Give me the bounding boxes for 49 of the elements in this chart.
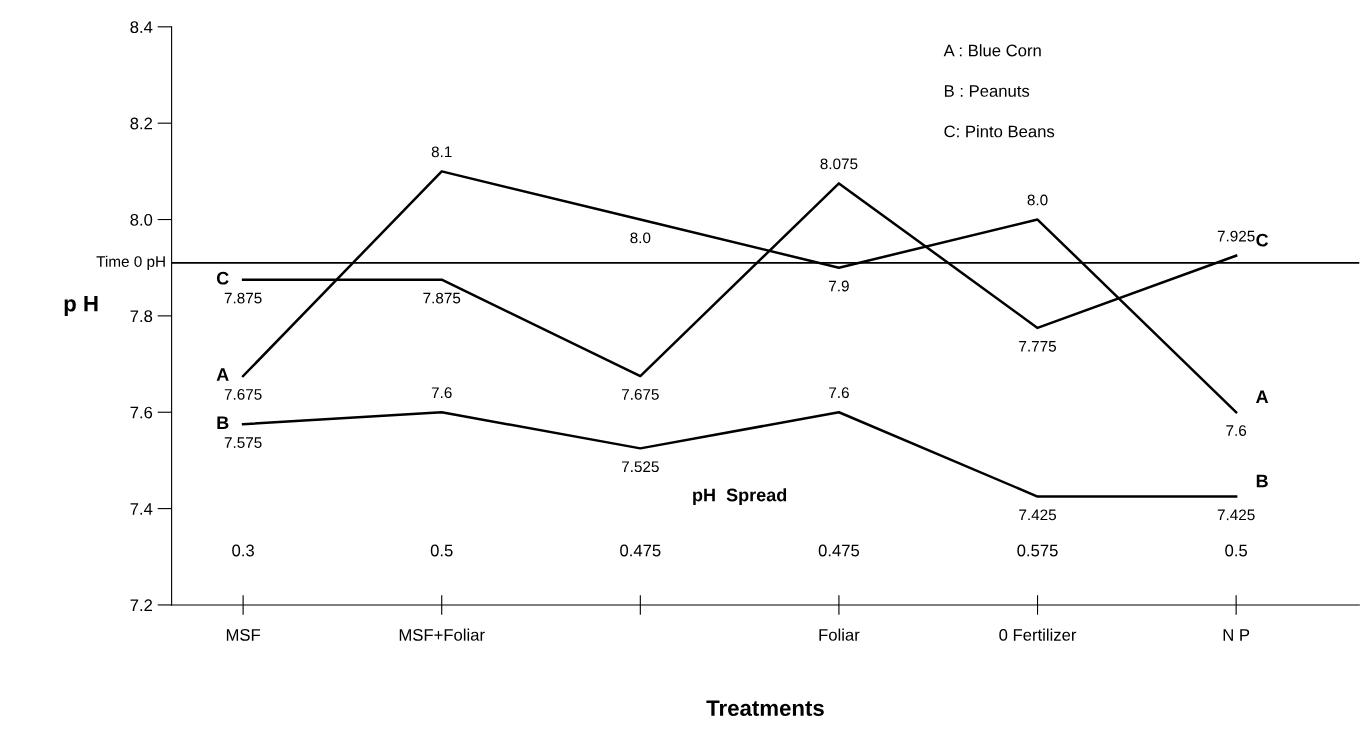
x-axis-title: Treatments	[706, 700, 824, 716]
series-label: B	[217, 416, 229, 429]
y-axis-title: p H	[64, 295, 98, 316]
annotation: 0.3	[232, 544, 254, 557]
annotation: pH Spread	[693, 488, 787, 505]
x-tick-label: N P	[1223, 629, 1250, 641]
y-tick-label: 7.4	[130, 503, 153, 515]
annotation: 0.475	[620, 544, 661, 557]
annotation: 0.575	[1017, 544, 1058, 557]
data-label: 7.875	[423, 292, 461, 304]
annotation: 0.5	[430, 544, 453, 557]
annotation: 0.475	[818, 544, 860, 557]
text: A	[1256, 390, 1269, 403]
y-tick-label: 7.6	[130, 406, 153, 419]
data-label: 7.675	[224, 389, 262, 400]
series-label: A	[216, 368, 229, 381]
data-label: 7.6	[431, 387, 452, 399]
x-tick-label: MSF	[226, 628, 261, 641]
data-label: 7.9	[829, 280, 849, 292]
data-label: 7.525	[621, 461, 659, 473]
y-tick-label: 8.4	[130, 21, 153, 34]
data-label: 7.775	[1019, 340, 1057, 352]
data-label: 8.075	[820, 158, 858, 170]
data-label: 7.425	[1019, 509, 1057, 521]
x-tick-label: Foliar	[819, 628, 860, 641]
y-tick-label: 7.8	[130, 310, 153, 323]
data-label: 8.0	[630, 232, 651, 244]
ref-line-label: Time 0 pH	[96, 255, 165, 271]
data-label: 7.575	[224, 437, 262, 448]
y-tick-label: 8.0	[130, 213, 153, 226]
annotation: A : Blue Corn	[943, 44, 1041, 57]
data-label: 7.6	[1226, 425, 1247, 436]
text: C	[1256, 233, 1269, 247]
y-tick-label: 8.2	[130, 117, 153, 130]
data-label: 7.925	[1217, 230, 1255, 242]
data-label: 7.875	[224, 292, 262, 304]
y-tick-label: 7.2	[130, 599, 153, 611]
data-label: 7.675	[621, 389, 659, 400]
annotation: C: Pinto Beans	[944, 125, 1055, 138]
x-tick-label: MSF+Foliar	[399, 628, 485, 641]
data-label: 8.0	[1027, 194, 1048, 206]
data-label: 7.6	[829, 387, 849, 399]
data-label: 7.425	[1217, 509, 1255, 521]
text: B	[1256, 474, 1268, 488]
annotation: B : Peanuts	[944, 85, 1030, 97]
series-label: C	[216, 271, 229, 285]
data-label: 8.1	[431, 146, 452, 158]
x-tick-label: 0 Fertilizer	[999, 628, 1077, 641]
annotation: 0.5	[1225, 544, 1248, 557]
